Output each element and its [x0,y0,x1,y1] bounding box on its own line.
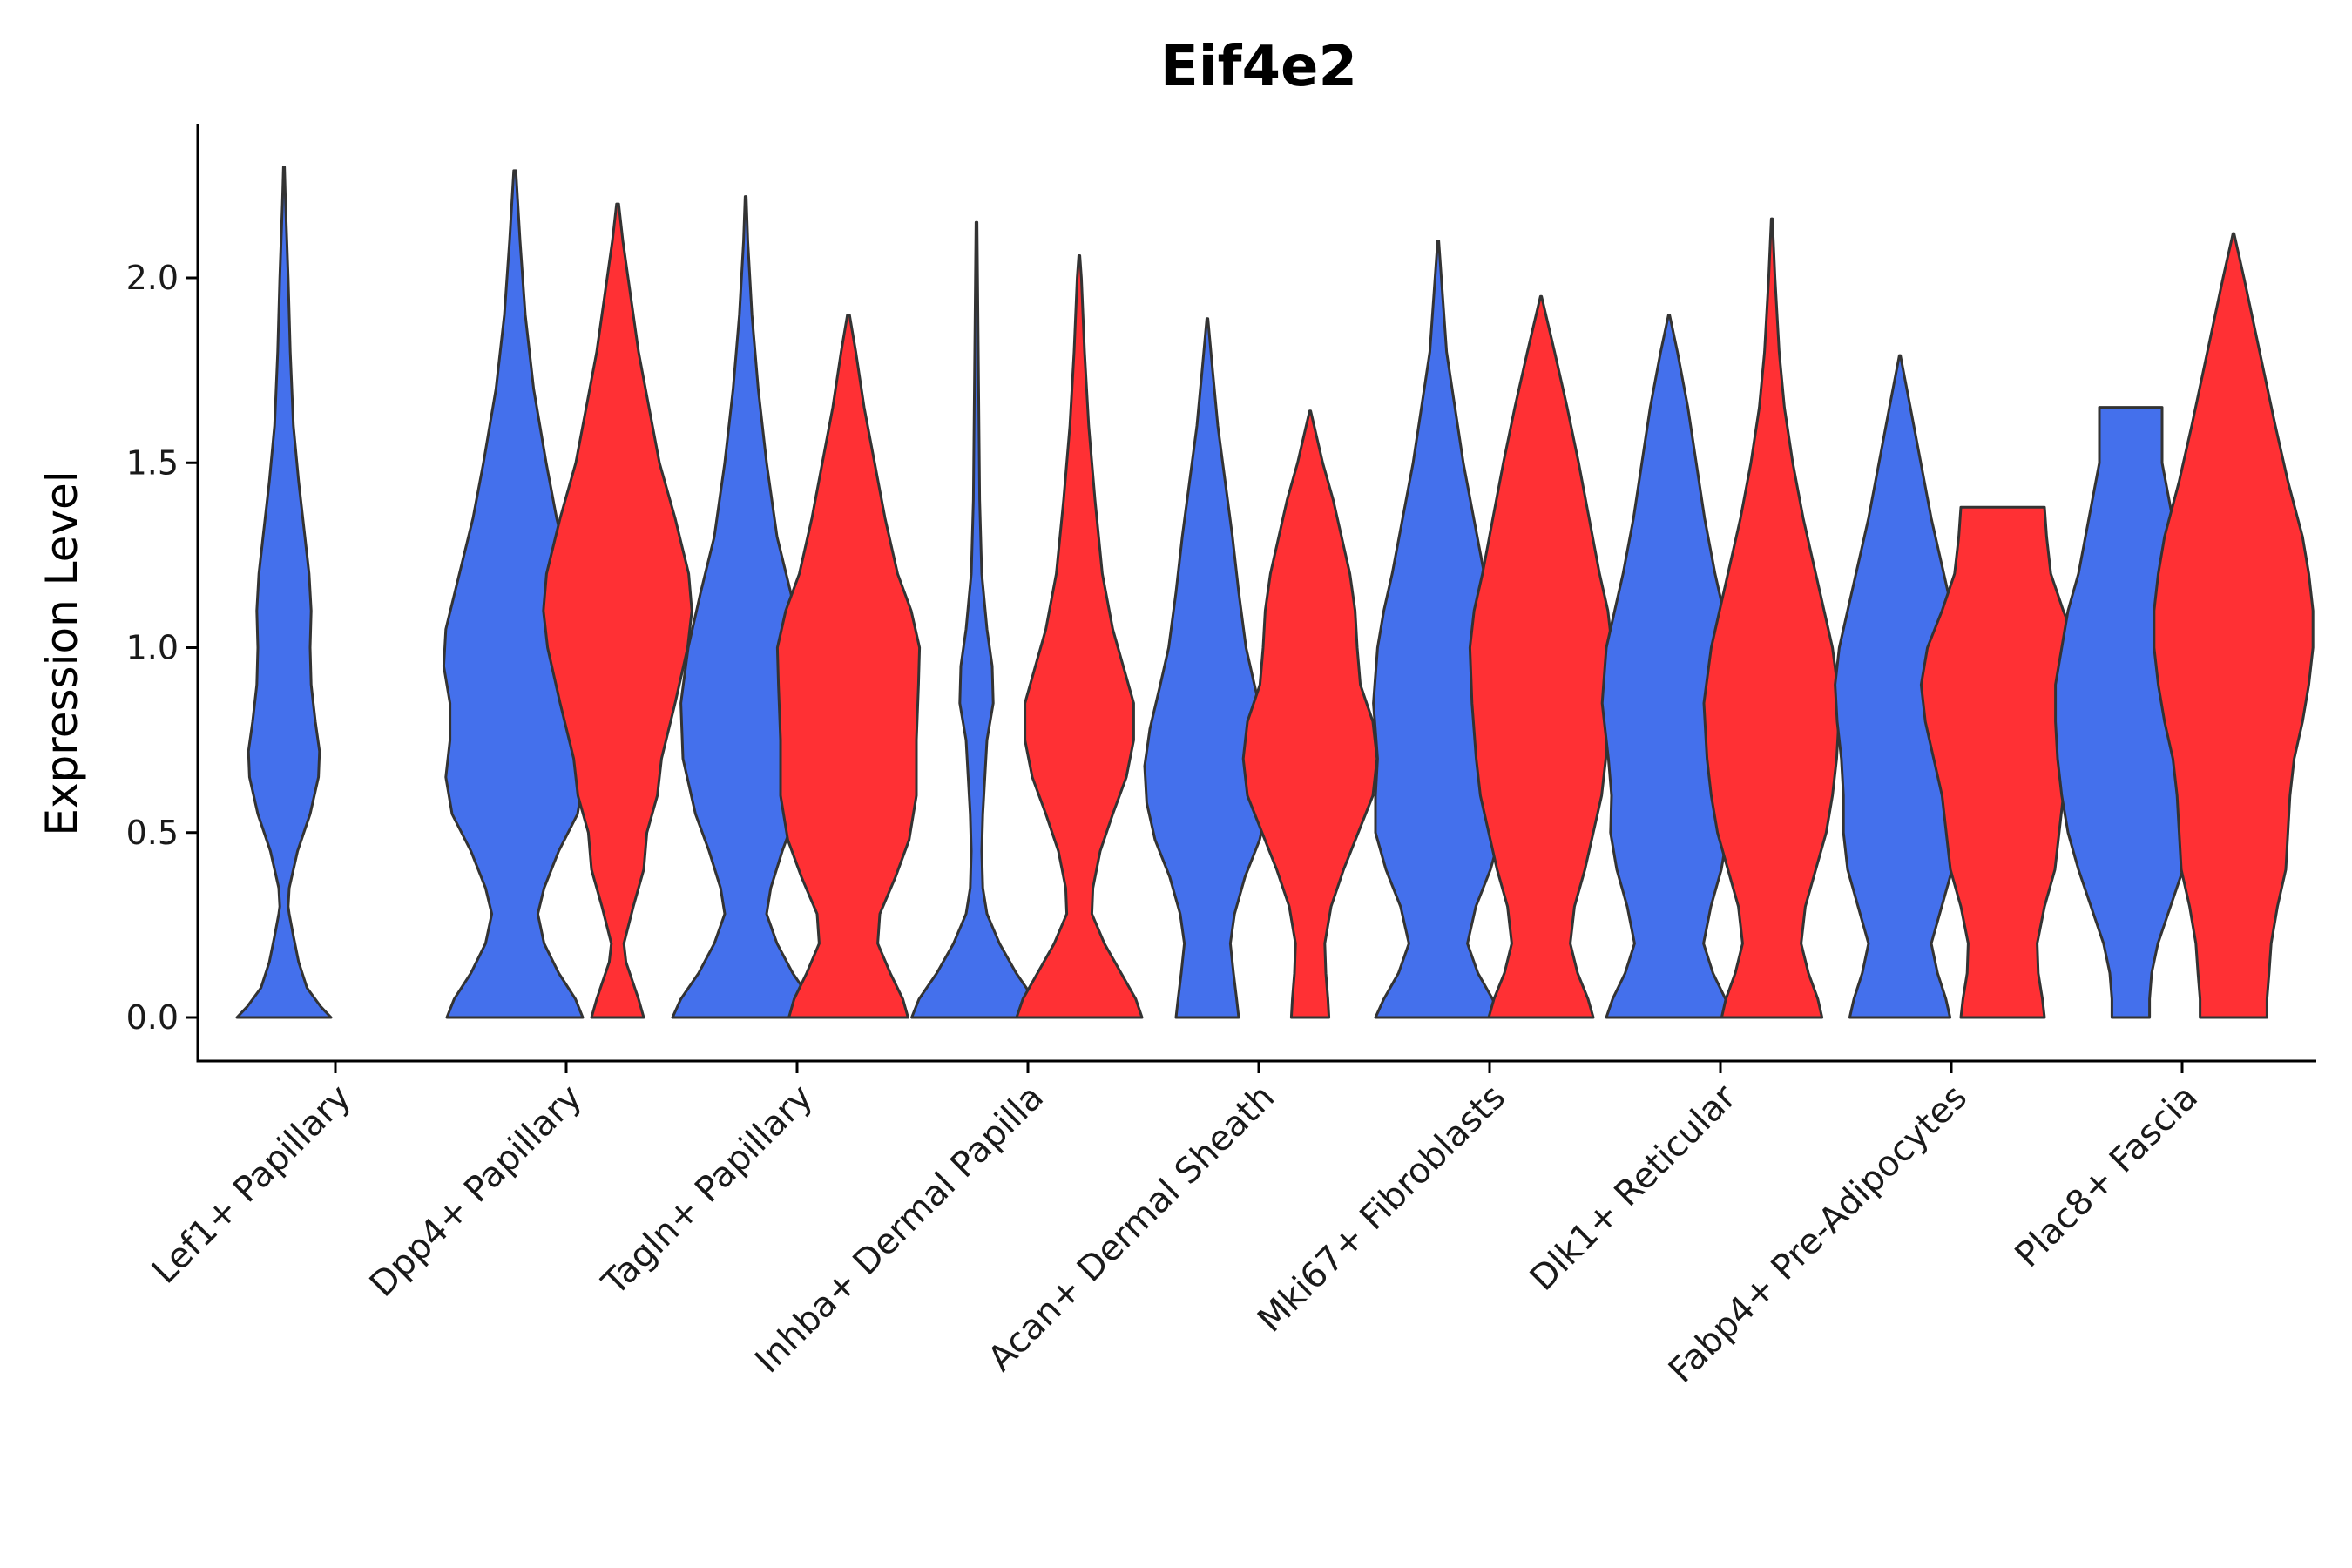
violin-7-red [1919,505,2086,1019]
violin-6-red [1702,217,1842,1019]
violin-4-red [1241,409,1379,1019]
x-category-label: Lef1+ Papillary [145,1078,359,1292]
violin-4-blue [1143,317,1272,1019]
x-category-label: Tagln+ Papillary [594,1078,821,1304]
violin-1-blue [442,169,588,1019]
violin-5-red [1468,294,1614,1019]
y-tick-label: 0.5 [126,814,179,852]
violin-8-red [2153,232,2315,1019]
axes [196,124,2316,1063]
violin-2-red [775,314,922,1019]
y-tick-label: 1.0 [126,629,179,667]
chart-title: Eif4e2 [1160,35,1357,99]
violin-3-red [1015,254,1144,1019]
x-ticks: Lef1+ Papillary Dpp4+ Papillary Tagln+ Pap… [145,1061,2206,1391]
x-category-label: Plac8+ Fascia [2008,1078,2207,1276]
x-category-label: Mki67+ Fibroblasts [1250,1078,1513,1341]
violin-3-blue [910,220,1043,1019]
y-axis-title: Expression Level [37,470,87,835]
y-tick-label: 2.0 [126,259,179,297]
violin-0-blue [235,166,333,1019]
y-ticks: 0.0 0.5 1.0 1.5 2.0 [126,259,198,1037]
x-category-label: Dpp4+ Papillary [362,1078,590,1305]
x-category-label: Dlk1+ Reticular [1523,1077,1745,1299]
y-tick-label: 1.5 [126,443,179,482]
violin-layer [235,166,2315,1019]
y-tick-label: 0.0 [126,998,179,1037]
violin-1-red [542,202,693,1019]
